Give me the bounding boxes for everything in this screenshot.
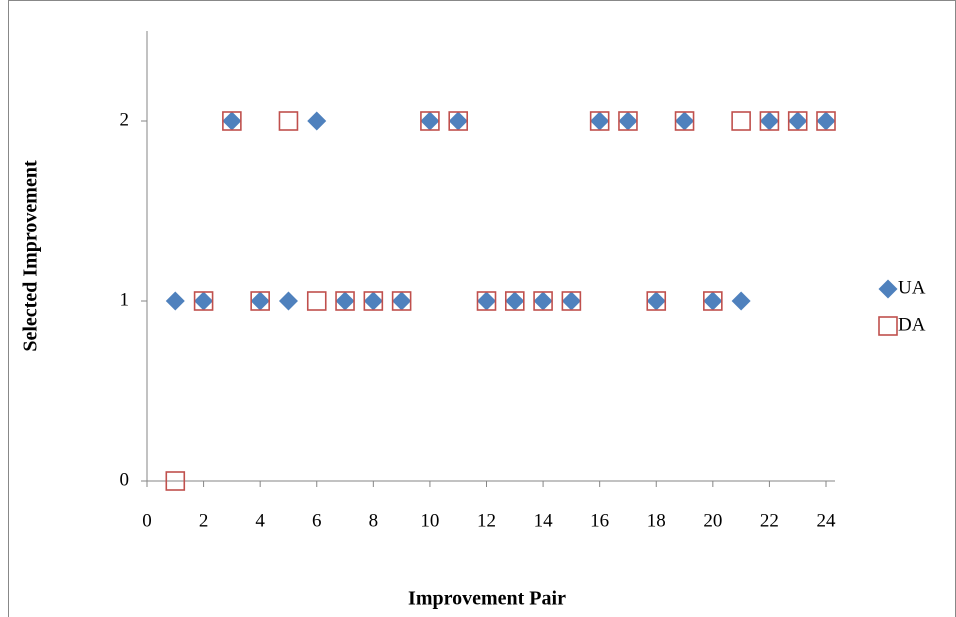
diamond-marker	[335, 291, 355, 311]
diamond-marker	[477, 291, 496, 311]
y-tick-label: 0	[120, 469, 130, 490]
square-marker	[363, 291, 384, 311]
square-marker	[306, 291, 327, 311]
square-marker	[193, 291, 214, 311]
x-tick-label: 6	[312, 510, 322, 531]
x-tick-label: 22	[760, 510, 779, 531]
square-marker	[759, 111, 780, 131]
x-tick-label: 8	[369, 510, 379, 531]
x-tick-label: 24	[817, 510, 837, 531]
diamond-marker	[533, 291, 553, 311]
diamond-marker	[731, 291, 751, 311]
diamond-marker	[703, 291, 723, 311]
diamond-marker	[788, 111, 808, 131]
x-axis-title: Improvement Pair	[408, 588, 566, 610]
square-marker	[165, 471, 186, 491]
square-marker	[731, 111, 751, 131]
square-marker	[787, 111, 808, 131]
diamond-marker	[816, 111, 836, 131]
x-tick-label: 10	[420, 510, 439, 531]
square-marker	[504, 291, 525, 311]
square-marker	[391, 291, 412, 311]
square-marker	[646, 291, 667, 311]
y-tick-label: 2	[120, 109, 130, 130]
diamond-marker	[759, 111, 779, 131]
diamond-marker	[363, 291, 383, 311]
square-marker	[618, 111, 638, 131]
diamond-marker	[392, 291, 412, 311]
diamond-marker	[222, 111, 242, 131]
diamond-marker	[448, 111, 468, 131]
square-marker	[674, 111, 695, 131]
diamond-marker	[675, 111, 695, 131]
diamond-marker	[646, 291, 666, 311]
diamond-marker	[194, 291, 214, 311]
diamond-marker	[561, 291, 581, 311]
square-marker	[589, 111, 610, 131]
square-marker	[703, 291, 723, 311]
square-marker	[335, 291, 355, 311]
square-marker	[533, 291, 553, 311]
diamond-marker	[878, 279, 898, 299]
x-tick-label: 0	[142, 510, 152, 531]
y-axis-title: Selected Improvement	[20, 160, 42, 352]
diamond-marker	[590, 111, 610, 131]
square-marker	[420, 111, 440, 131]
square-marker	[222, 111, 242, 131]
square-marker	[476, 291, 497, 311]
diamond-marker	[165, 291, 185, 311]
diamond-marker	[307, 111, 327, 131]
square-marker	[250, 291, 270, 311]
legend-label: UA	[898, 277, 926, 298]
diamond-marker	[278, 291, 298, 311]
square-marker	[561, 291, 582, 311]
x-tick-label: 12	[477, 510, 496, 531]
x-tick-label: 20	[703, 510, 722, 531]
square-marker	[816, 111, 836, 131]
diamond-marker	[505, 291, 525, 311]
x-tick-label: 16	[590, 510, 609, 531]
legend-label: DA	[898, 314, 926, 335]
square-marker	[878, 316, 898, 336]
y-tick-label: 1	[120, 289, 130, 310]
x-tick-label: 14	[534, 510, 554, 531]
square-marker	[278, 111, 299, 131]
diamond-marker	[618, 111, 638, 131]
square-marker	[448, 111, 469, 131]
x-tick-label: 2	[199, 510, 209, 531]
x-tick-label: 4	[255, 510, 265, 531]
diamond-marker	[250, 291, 270, 311]
x-tick-label: 18	[647, 510, 666, 531]
diamond-marker	[420, 111, 440, 131]
